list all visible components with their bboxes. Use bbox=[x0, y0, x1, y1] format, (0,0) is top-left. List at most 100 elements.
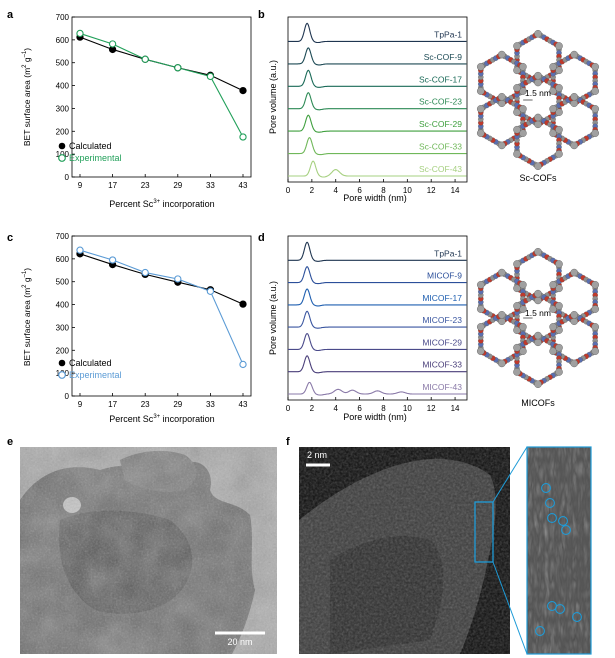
sc-pore-label: 1.5 nm bbox=[525, 88, 551, 98]
node-atom bbox=[555, 302, 563, 310]
pore-curve-micof-23 bbox=[288, 310, 467, 329]
data-point-experimental bbox=[206, 72, 215, 81]
node-atom bbox=[513, 302, 521, 310]
x-tick-label: 17 bbox=[108, 181, 117, 190]
pore-curve-tppa-1 bbox=[288, 22, 467, 44]
series-label: TpPa-1 bbox=[434, 29, 462, 39]
y-tick-label: 300 bbox=[56, 104, 70, 113]
pore-curve-micof-29 bbox=[288, 332, 467, 352]
node-atom bbox=[513, 260, 521, 268]
pore-curve-micof-9 bbox=[288, 266, 467, 285]
panel-c-xlabel: Percent Sc3+ incorporation bbox=[109, 414, 214, 424]
node-atom bbox=[497, 268, 506, 277]
panel-d-letter: d bbox=[258, 232, 265, 244]
series-line-experimental bbox=[79, 32, 244, 138]
legend-experimental-marker bbox=[58, 154, 66, 162]
node-atom bbox=[555, 125, 563, 134]
panel-f-letter: f bbox=[286, 436, 290, 448]
pore-curve-sc-cof-33 bbox=[288, 136, 467, 156]
x-tick-label: 33 bbox=[206, 181, 215, 190]
x-tick-label: 29 bbox=[173, 181, 182, 190]
plot-frame bbox=[287, 16, 468, 183]
atom-marker bbox=[535, 626, 545, 636]
x-tick-label: 29 bbox=[173, 400, 182, 409]
plot-frame bbox=[287, 235, 468, 401]
x-tick-label: 9 bbox=[78, 181, 83, 190]
data-point-experimental bbox=[108, 40, 117, 48]
node-atom bbox=[534, 29, 542, 38]
atom-marker bbox=[558, 516, 568, 526]
node-atom bbox=[591, 323, 600, 331]
pore-curve-sc-cof-43 bbox=[288, 160, 467, 178]
x-tick-label: 14 bbox=[451, 186, 460, 195]
panel-a-letter: a bbox=[7, 9, 14, 21]
legend-experimental-label: Experimental bbox=[69, 153, 122, 163]
x-tick-label: 8 bbox=[381, 404, 386, 413]
node-atom bbox=[591, 347, 600, 356]
x-tick-label: 43 bbox=[239, 400, 248, 409]
pore-curve-tppa-1 bbox=[288, 241, 467, 262]
node-atom bbox=[534, 247, 542, 256]
node-atom bbox=[570, 93, 579, 101]
node-atom bbox=[476, 129, 485, 137]
data-point-experimental bbox=[141, 55, 149, 63]
node-atom bbox=[519, 63, 527, 71]
pore-curve-sc-cof-17 bbox=[288, 69, 467, 88]
node-atom bbox=[570, 310, 579, 319]
series-label: Sc-COF-9 bbox=[424, 52, 463, 62]
node-atom bbox=[570, 141, 579, 150]
panel-a-xlabel: Percent Sc3+ incorporation bbox=[109, 199, 214, 209]
node-atom bbox=[555, 84, 563, 92]
pore-curve-sc-cof-23 bbox=[288, 92, 467, 111]
node-atom bbox=[570, 359, 579, 368]
node-atom bbox=[513, 84, 521, 92]
data-point-experimental bbox=[174, 64, 182, 72]
panel-c: c 010020030040050060070091723293343 Perc… bbox=[7, 232, 252, 424]
series-label: Sc-COF-33 bbox=[419, 142, 462, 152]
node-atom bbox=[513, 368, 521, 376]
node-atom bbox=[570, 268, 579, 277]
panel-c-plot: 010020030040050060070091723293343 bbox=[56, 232, 252, 409]
node-atom bbox=[555, 42, 563, 50]
node-atom bbox=[513, 42, 521, 50]
data-point-experimental bbox=[239, 133, 247, 141]
panel-d-xlabel: Pore width (nm) bbox=[343, 412, 407, 422]
x-tick-label: 0 bbox=[286, 404, 291, 413]
pore-curve-sc-cof-9 bbox=[288, 47, 467, 66]
x-tick-label: 4 bbox=[334, 404, 339, 413]
panel-e: e 20 nm bbox=[7, 436, 277, 654]
panel-a-plot: 010020030040050060070091723293343 bbox=[56, 13, 252, 190]
x-tick-label: 2 bbox=[310, 404, 315, 413]
data-point-experimental bbox=[76, 246, 84, 254]
panel-a-ylabel: BET surface area (m2 g–1) bbox=[22, 48, 32, 146]
series-label: Sc-COF-43 bbox=[419, 164, 462, 174]
node-atom bbox=[497, 310, 506, 319]
node-atom bbox=[497, 50, 506, 59]
pore-curve-sc-cof-29 bbox=[288, 114, 467, 133]
node-atom bbox=[591, 280, 600, 289]
inset-markers bbox=[535, 483, 582, 636]
atom-marker bbox=[572, 612, 582, 622]
mi-pore-label: 1.5 nm bbox=[525, 308, 551, 318]
node-atom bbox=[591, 129, 600, 137]
x-tick-label: 23 bbox=[141, 181, 150, 190]
node-atom bbox=[549, 323, 557, 331]
series-line-experimental bbox=[79, 249, 244, 365]
tem-scale-label: 20 nm bbox=[227, 637, 252, 647]
series-label: MICOF-29 bbox=[422, 337, 462, 347]
y-tick-label: 400 bbox=[56, 82, 70, 91]
x-tick-label: 43 bbox=[239, 181, 248, 190]
x-tick-label: 23 bbox=[141, 400, 150, 409]
legend-calculated-label: Calculated bbox=[69, 141, 112, 151]
node-atom bbox=[519, 280, 527, 289]
series-label: Sc-COF-17 bbox=[419, 74, 462, 84]
node-atom bbox=[555, 368, 563, 376]
data-point-experimental bbox=[239, 360, 247, 369]
pore-curve-micof-17 bbox=[288, 288, 467, 307]
atom-marker bbox=[555, 604, 565, 614]
node-atom bbox=[570, 50, 579, 59]
x-tick-label: 9 bbox=[78, 400, 83, 409]
node-atom bbox=[476, 347, 485, 356]
series-label: MICOF-33 bbox=[422, 360, 462, 370]
y-tick-label: 0 bbox=[65, 173, 70, 182]
